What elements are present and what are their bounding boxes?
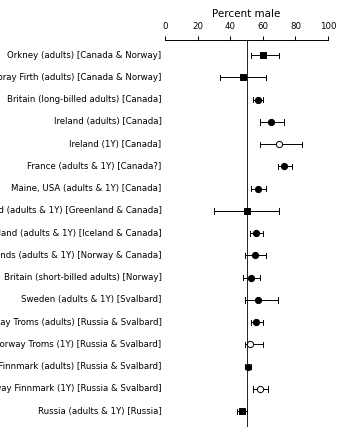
Text: Britain (long-billed adults) [Canada]: Britain (long-billed adults) [Canada] — [7, 95, 162, 104]
Text: Moray Firth (adults) [Canada & Norway]: Moray Firth (adults) [Canada & Norway] — [0, 73, 162, 82]
Text: Netherlands (adults & 1Y) [Norway & Canada]: Netherlands (adults & 1Y) [Norway & Cana… — [0, 251, 162, 260]
Text: Iceland (adults & 1Y) [Iceland & Canada]: Iceland (adults & 1Y) [Iceland & Canada] — [0, 229, 162, 238]
Text: Russia (adults & 1Y) [Russia]: Russia (adults & 1Y) [Russia] — [38, 407, 162, 416]
Text: Orkney (adults) [Canada & Norway]: Orkney (adults) [Canada & Norway] — [7, 51, 161, 60]
Text: Ireland (adults) [Canada]: Ireland (adults) [Canada] — [54, 117, 162, 126]
Text: Maine, USA (adults & 1Y) [Canada]: Maine, USA (adults & 1Y) [Canada] — [11, 184, 161, 193]
Text: Norway Finnmark (1Y) [Russia & Svalbard]: Norway Finnmark (1Y) [Russia & Svalbard] — [0, 385, 162, 393]
Text: Britain (short-billed adults) [Norway]: Britain (short-billed adults) [Norway] — [4, 273, 162, 282]
Text: Sweden (adults & 1Y) [Svalbard]: Sweden (adults & 1Y) [Svalbard] — [21, 295, 162, 304]
Text: Norway Finnmark (adults) [Russia & Svalbard]: Norway Finnmark (adults) [Russia & Svalb… — [0, 362, 162, 371]
Text: Greenland (adults & 1Y) [Greenland & Canada]: Greenland (adults & 1Y) [Greenland & Can… — [0, 206, 162, 216]
Text: Norway Troms (adults) [Russia & Svalbard]: Norway Troms (adults) [Russia & Svalbard… — [0, 318, 162, 327]
Text: Norway Troms (1Y) [Russia & Svalbard]: Norway Troms (1Y) [Russia & Svalbard] — [0, 340, 162, 349]
Text: France (adults & 1Y) [Canada?]: France (adults & 1Y) [Canada?] — [27, 162, 161, 171]
Title: Percent male: Percent male — [212, 9, 281, 19]
Text: Ireland (1Y) [Canada]: Ireland (1Y) [Canada] — [69, 139, 162, 149]
